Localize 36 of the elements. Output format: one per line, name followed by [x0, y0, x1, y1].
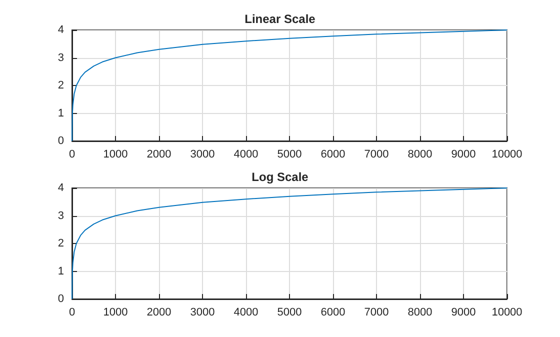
y-tick-label: 0 — [58, 293, 64, 305]
x-tick-label: 7000 — [364, 148, 389, 160]
x-tick-label: 1000 — [103, 148, 128, 160]
x-tick-label: 3000 — [190, 148, 215, 160]
y-tick-label: 4 — [58, 182, 64, 194]
y-tick-label: 3 — [58, 52, 64, 64]
x-tick-label: 2000 — [146, 148, 172, 160]
x-tick-label: 4000 — [234, 306, 258, 318]
y-tick-label: 2 — [58, 80, 64, 92]
x-tick-label: 10000 — [492, 148, 522, 160]
y-tick-label: 4 — [58, 24, 64, 36]
x-tick-label: 9000 — [451, 148, 476, 160]
y-tick-label: 3 — [58, 210, 64, 222]
x-tick-label: 8000 — [408, 148, 432, 160]
y-tick-label: 0 — [58, 135, 64, 147]
x-tick-label: 6000 — [320, 306, 346, 318]
x-tick-label: 7000 — [364, 306, 389, 318]
y-tick-label: 2 — [58, 238, 64, 250]
x-tick-label: 0 — [68, 306, 76, 318]
chart-title: Linear Scale — [244, 12, 316, 26]
x-tick-label: 5000 — [277, 148, 302, 160]
x-tick-label: 10000 — [492, 306, 522, 318]
x-tick-label: 8000 — [408, 306, 432, 318]
x-tick-label: 4000 — [234, 148, 258, 160]
line-series — [72, 188, 508, 300]
chart-title: Log Scale — [252, 170, 309, 184]
x-tick-label: 5000 — [277, 306, 302, 318]
line-series — [72, 30, 508, 142]
x-tick-label: 2000 — [146, 306, 172, 318]
y-tick-label: 1 — [58, 107, 64, 120]
y-tick-label: 1 — [58, 265, 64, 278]
x-tick-label: 1000 — [103, 306, 128, 318]
x-tick-label: 3000 — [190, 306, 215, 318]
x-tick-label: 0 — [68, 148, 76, 160]
x-tick-label: 9000 — [451, 306, 476, 318]
x-tick-label: 6000 — [320, 148, 346, 160]
